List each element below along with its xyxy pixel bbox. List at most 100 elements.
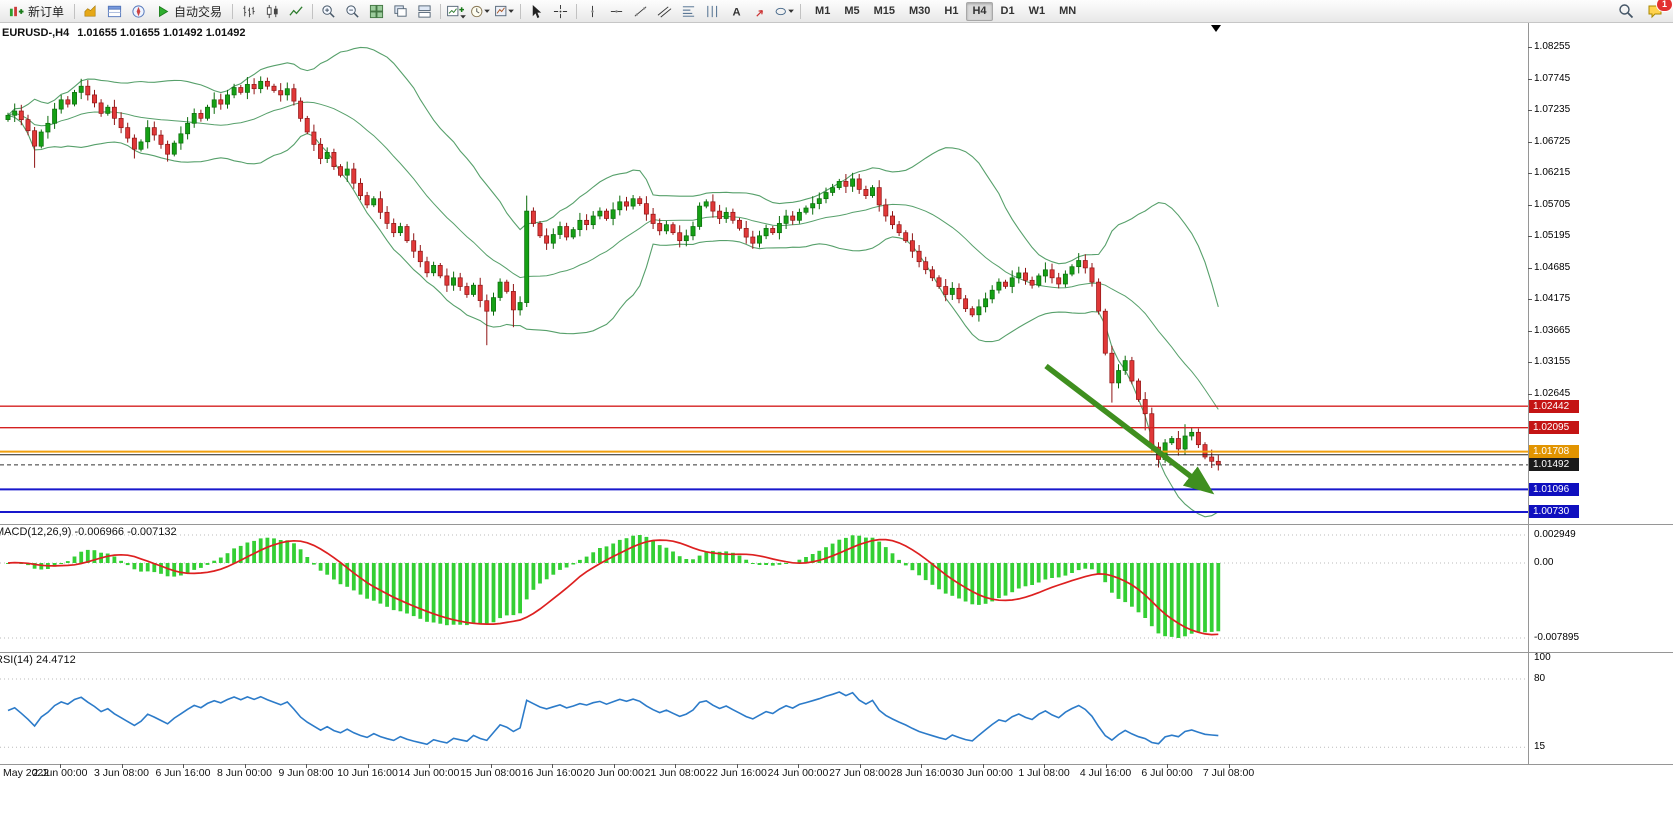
equidistant-channel-icon bbox=[657, 5, 672, 17]
toolbar-right-group: 1 bbox=[1614, 0, 1673, 21]
price-axis-tick-label: 1.04685 bbox=[1534, 261, 1571, 273]
price-tag: 1.02095 bbox=[1529, 421, 1579, 435]
data-window-button[interactable] bbox=[103, 2, 126, 21]
search-button[interactable] bbox=[1614, 2, 1637, 21]
auto-trading-icon bbox=[159, 5, 169, 17]
horizontal-line-button[interactable] bbox=[605, 2, 628, 21]
toolbar-separator bbox=[440, 3, 442, 19]
price-tag: 1.01708 bbox=[1529, 445, 1579, 459]
price-axis-tick-mark bbox=[1528, 173, 1532, 174]
price-tag: 1.00730 bbox=[1529, 505, 1579, 519]
tile-windows-icon bbox=[369, 4, 384, 18]
rsi-pane[interactable] bbox=[0, 678, 1528, 748]
tile-horizontal-icon bbox=[418, 4, 431, 18]
price-axis-tick-label: 1.05195 bbox=[1534, 230, 1571, 242]
text-icon: A bbox=[732, 6, 740, 18]
cursor-icon bbox=[532, 4, 542, 18]
timeframe-button-d1[interactable]: D1 bbox=[1000, 4, 1015, 17]
new-order-button[interactable]: 新订单 bbox=[3, 2, 70, 21]
vertical-line-button[interactable] bbox=[581, 2, 604, 21]
fibonacci-icon bbox=[682, 5, 695, 17]
new-order-label: 新订单 bbox=[28, 4, 65, 19]
auto-trading-button[interactable]: 自动交易 bbox=[151, 2, 228, 21]
templates-button[interactable] bbox=[493, 2, 516, 21]
market-watch-button[interactable] bbox=[79, 2, 102, 21]
timeframe-button-m5[interactable]: M5 bbox=[844, 4, 860, 17]
zoom-out-icon bbox=[346, 4, 359, 18]
rsi-axis-label: 80 bbox=[1534, 673, 1546, 684]
cascade-windows-icon bbox=[394, 4, 407, 17]
periods-clock-icon bbox=[471, 5, 490, 17]
price-axis-tick-mark bbox=[1528, 142, 1532, 143]
toolbar-separator bbox=[312, 3, 314, 19]
timeframe-button-h4[interactable]: H4 bbox=[966, 1, 993, 21]
chart-canvas[interactable] bbox=[0, 0, 1528, 782]
price-axis-tick-mark bbox=[1528, 79, 1532, 80]
cursor-button[interactable] bbox=[525, 2, 548, 21]
navigator-button[interactable] bbox=[127, 2, 150, 21]
arrows-icon bbox=[756, 9, 764, 17]
line-chart-button[interactable] bbox=[285, 2, 308, 21]
zoom-out-button[interactable] bbox=[341, 2, 364, 21]
price-axis-tick-label: 1.03665 bbox=[1534, 324, 1571, 336]
search-icon bbox=[1618, 4, 1633, 19]
vertical-line-icon bbox=[591, 5, 594, 17]
toolbar-separator bbox=[520, 3, 522, 19]
timeframe-button-w1[interactable]: W1 bbox=[1028, 4, 1046, 17]
tile-windows-button[interactable] bbox=[365, 2, 388, 21]
price-axis-tick-label: 1.04175 bbox=[1534, 293, 1571, 305]
timeframe-button-m30[interactable]: M30 bbox=[909, 4, 931, 17]
price-axis-tick-mark bbox=[1528, 331, 1532, 332]
candlestick-chart-button[interactable] bbox=[261, 2, 284, 21]
price-tag: 1.01492 bbox=[1529, 458, 1579, 472]
candlestick-chart-icon bbox=[266, 4, 278, 18]
bar-chart-button[interactable] bbox=[237, 2, 260, 21]
navigator-icon bbox=[132, 4, 145, 18]
price-axis-tick-label: 1.02645 bbox=[1534, 387, 1571, 399]
toolbar-separator bbox=[576, 3, 578, 19]
timeframe-button-mn[interactable]: MN bbox=[1059, 4, 1077, 17]
equidistant-channel-button[interactable] bbox=[653, 2, 676, 21]
macd-axis-label: -0.007895 bbox=[1534, 632, 1580, 643]
timeframe-button-h1[interactable]: H1 bbox=[944, 4, 959, 17]
timeframe-button-m15[interactable]: M15 bbox=[873, 4, 895, 17]
shapes-icon bbox=[775, 7, 794, 15]
price-tag: 1.01096 bbox=[1529, 482, 1579, 496]
macd-pane[interactable] bbox=[0, 534, 1528, 639]
macd-axis-label: 0.002949 bbox=[1534, 528, 1576, 540]
price-axis-tick-label: 1.07745 bbox=[1534, 72, 1571, 84]
macd-axis-label: 0.00 bbox=[1534, 557, 1554, 568]
crosshair-button[interactable] bbox=[549, 2, 572, 21]
fibonacci-button[interactable] bbox=[677, 2, 700, 21]
data-window-icon bbox=[107, 5, 122, 17]
periods-button[interactable] bbox=[469, 2, 492, 21]
timeframe-button-m1[interactable]: M1 bbox=[815, 4, 831, 17]
cascade-windows-button[interactable] bbox=[389, 2, 412, 21]
price-axis-tick-label: 1.05705 bbox=[1534, 198, 1571, 210]
notification-badge: 1 bbox=[1656, 0, 1673, 12]
arrows-button[interactable] bbox=[749, 2, 772, 21]
toolbar: 新订单 自动交易 A bbox=[0, 0, 1673, 23]
price-axis-tick-mark bbox=[1528, 110, 1532, 111]
new-chart-button[interactable] bbox=[445, 2, 468, 21]
price-axis-tick-mark bbox=[1528, 205, 1532, 206]
new-chart-icon bbox=[447, 5, 466, 19]
cycle-lines-button[interactable] bbox=[701, 2, 724, 21]
shapes-button[interactable] bbox=[773, 2, 796, 21]
tile-horizontal-button[interactable] bbox=[413, 2, 436, 21]
zoom-in-button[interactable] bbox=[317, 2, 340, 21]
market-watch-icon bbox=[84, 4, 96, 17]
rsi-pane-splitter[interactable] bbox=[0, 652, 1673, 653]
price-axis-tick-label: 1.08255 bbox=[1534, 41, 1571, 52]
text-button[interactable]: A bbox=[725, 2, 748, 21]
horizontal-line-icon bbox=[610, 9, 623, 13]
timeframe-toolbar: M1 M5 M15 M30 H1 H4 D1 W1 MN bbox=[809, 1, 1082, 21]
price-pane[interactable] bbox=[0, 46, 1528, 518]
trendline-button[interactable] bbox=[629, 2, 652, 21]
macd-pane-splitter[interactable] bbox=[0, 524, 1673, 525]
toolbar-separator bbox=[74, 3, 76, 19]
price-axis-tick-label: 1.06215 bbox=[1534, 167, 1571, 179]
notifications-button[interactable]: 1 bbox=[1643, 0, 1673, 21]
toolbar-separator bbox=[800, 3, 802, 19]
price-axis-tick-label: 1.06725 bbox=[1534, 135, 1571, 147]
